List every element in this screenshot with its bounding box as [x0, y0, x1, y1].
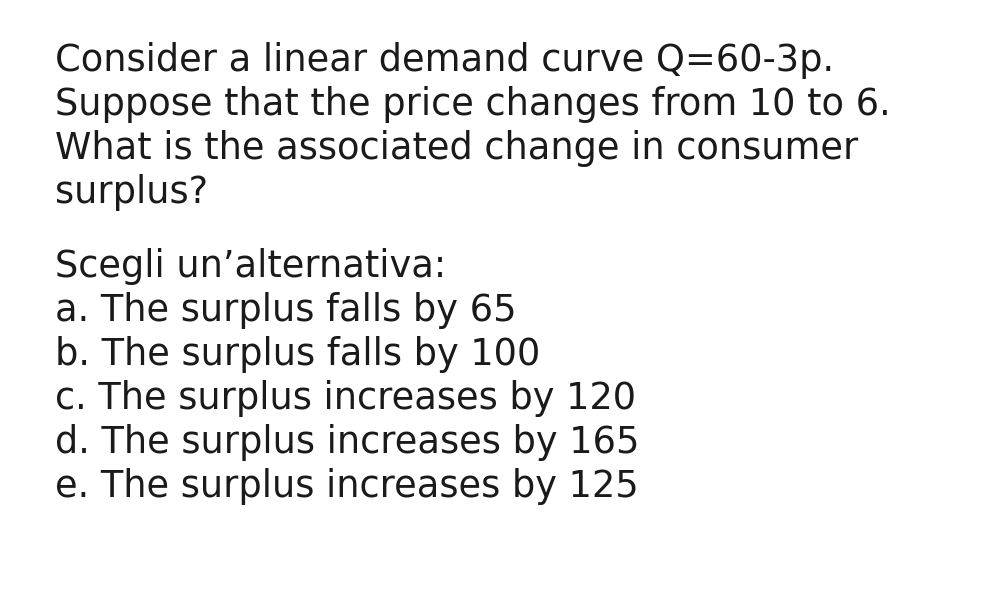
Text: b. The surplus falls by 100: b. The surplus falls by 100 [55, 336, 541, 373]
Text: d. The surplus increases by 165: d. The surplus increases by 165 [55, 424, 640, 461]
Text: Consider a linear demand curve Q=60-3p.: Consider a linear demand curve Q=60-3p. [55, 42, 834, 79]
Text: Scegli un’alternativa:: Scegli un’alternativa: [55, 248, 446, 285]
Text: e. The surplus increases by 125: e. The surplus increases by 125 [55, 468, 639, 505]
Text: Suppose that the price changes from 10 to 6.: Suppose that the price changes from 10 t… [55, 86, 891, 123]
Text: surplus?: surplus? [55, 174, 208, 211]
Text: c. The surplus increases by 120: c. The surplus increases by 120 [55, 380, 636, 417]
Text: What is the associated change in consumer: What is the associated change in consume… [55, 130, 858, 167]
Text: a. The surplus falls by 65: a. The surplus falls by 65 [55, 292, 517, 329]
